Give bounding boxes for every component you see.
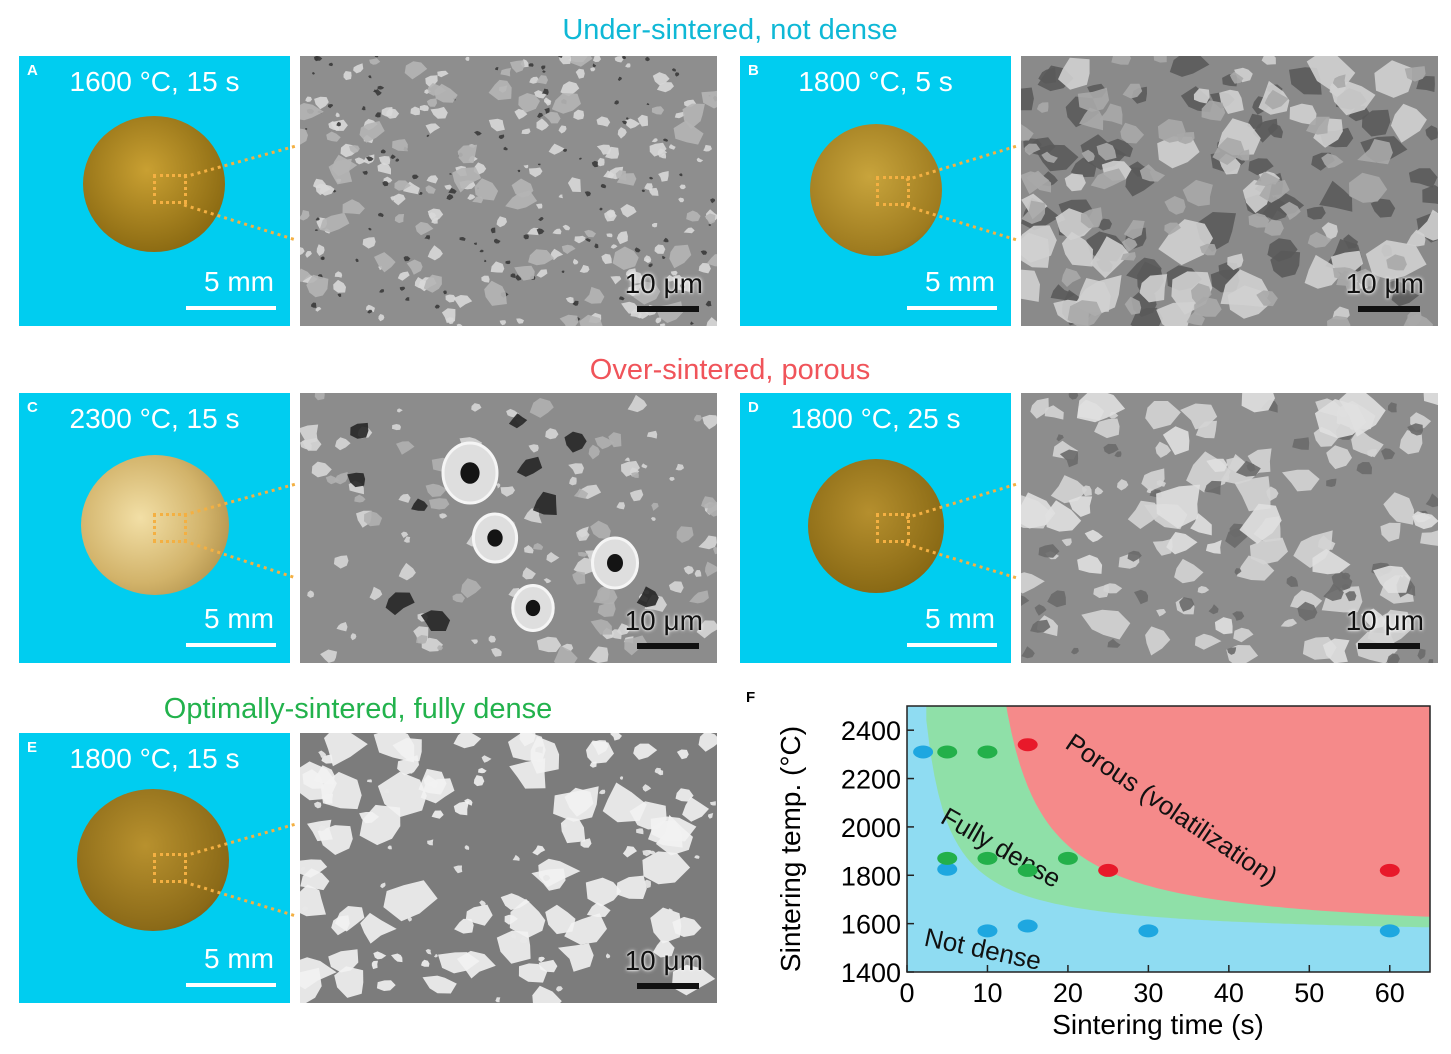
panel-b-photo: B 1800 °C, 5 s 5 mm (740, 56, 1011, 326)
plot-frame (906, 705, 1431, 973)
sem-texture (300, 393, 717, 663)
y-tick-label: 1800 (841, 861, 901, 891)
data-point (1098, 863, 1119, 877)
panel-c-sem: 10 μm (300, 393, 717, 663)
data-point (977, 745, 998, 759)
sem-texture (1021, 56, 1438, 326)
sem-texture (300, 733, 717, 1003)
x-axis-label: Sintering time (s) (1052, 1009, 1264, 1040)
scale-text: 5 mm (204, 943, 274, 974)
data-point (937, 862, 958, 876)
data-point (1017, 919, 1038, 933)
data-point (913, 745, 934, 759)
condition-label: 2300 °C, 15 s (69, 403, 240, 434)
scale-bar (1358, 643, 1420, 649)
x-tick-label: 40 (1214, 978, 1244, 1008)
x-tick-label: 10 (972, 978, 1002, 1008)
panel-e-photo: E 1800 °C, 15 s 5 mm (19, 733, 290, 1003)
y-tick-label: 1600 (841, 910, 901, 940)
panel-b-sem: 10 μm (1021, 56, 1438, 326)
panel-a-photo: A 1600 °C, 15 s 5 mm (19, 56, 290, 326)
scale-bar (907, 643, 997, 647)
scale-bar (637, 983, 699, 989)
panel-label: B (748, 62, 759, 79)
x-tick-label: 30 (1133, 978, 1163, 1008)
scale-text: 10 μm (624, 605, 703, 636)
y-tick-label: 2000 (841, 813, 901, 843)
scale-bar (637, 306, 699, 312)
scale-text: 10 μm (624, 268, 703, 299)
scale-bar (637, 643, 699, 649)
scale-text: 10 μm (1345, 605, 1424, 636)
condition-label: 1800 °C, 5 s (798, 66, 953, 97)
data-point (1017, 738, 1038, 752)
zoom-region (153, 174, 187, 204)
y-tick-label: 2200 (841, 765, 901, 795)
axis-ticks: 0 10 20 30 40 50 60 1400 1600 1800 2000 2200 2400 (841, 716, 1405, 1008)
panel-label: E (27, 739, 38, 756)
scale-text: 5 mm (925, 603, 995, 634)
category-optimally-sintered: Optimally-sintered, fully dense (163, 693, 553, 725)
panel-a-sem: 10 μm (300, 56, 717, 326)
zoom-region (876, 513, 910, 543)
panel-label: C (27, 399, 38, 416)
scale-bar (907, 306, 997, 310)
scale-bar (186, 983, 276, 987)
scale-text: 5 mm (925, 266, 995, 297)
data-point (1057, 851, 1078, 865)
scale-text: 5 mm (204, 266, 274, 297)
scale-text: 5 mm (204, 603, 274, 634)
zoom-region (876, 176, 910, 206)
data-point (977, 924, 998, 938)
scale-bar (1358, 306, 1420, 312)
data-point (1379, 924, 1400, 938)
scale-bar (186, 306, 276, 310)
x-tick-label: 20 (1053, 978, 1083, 1008)
panel-d-photo: D 1800 °C, 25 s 5 mm (740, 393, 1011, 663)
data-point (1379, 863, 1400, 877)
x-tick-label: 60 (1375, 978, 1405, 1008)
panel-c-photo: C 2300 °C, 15 s 5 mm (19, 393, 290, 663)
panel-label: F (746, 689, 755, 706)
category-under-sintered: Under-sintered, not dense (562, 14, 898, 46)
y-axis-label: Sintering temp. (°C) (775, 726, 806, 972)
condition-label: 1600 °C, 15 s (69, 66, 240, 97)
panel-d-sem: 10 μm (1021, 393, 1438, 663)
data-point (937, 745, 958, 759)
data-point (937, 851, 958, 865)
sem-texture (1021, 393, 1438, 663)
y-tick-label: 1400 (841, 958, 901, 988)
x-tick-label: 0 (899, 978, 914, 1008)
scale-text: 10 μm (624, 945, 703, 976)
panel-label: D (748, 399, 759, 416)
scale-text: 10 μm (1345, 268, 1424, 299)
condition-label: 1800 °C, 25 s (790, 403, 961, 434)
zoom-region (153, 853, 187, 883)
region-porous (1006, 706, 1430, 917)
data-point (1017, 863, 1038, 877)
condition-label: 1800 °C, 15 s (69, 743, 240, 774)
x-tick-label: 50 (1294, 978, 1324, 1008)
category-over-sintered: Over-sintered, porous (589, 354, 871, 386)
y-tick-label: 2400 (841, 716, 901, 746)
zoom-region (153, 513, 187, 543)
data-point (1138, 924, 1159, 938)
panel-e-sem: 10 μm (300, 733, 717, 1003)
data-point (977, 851, 998, 865)
scale-bar (186, 643, 276, 647)
panel-label: A (27, 62, 38, 79)
sem-texture (300, 56, 717, 326)
